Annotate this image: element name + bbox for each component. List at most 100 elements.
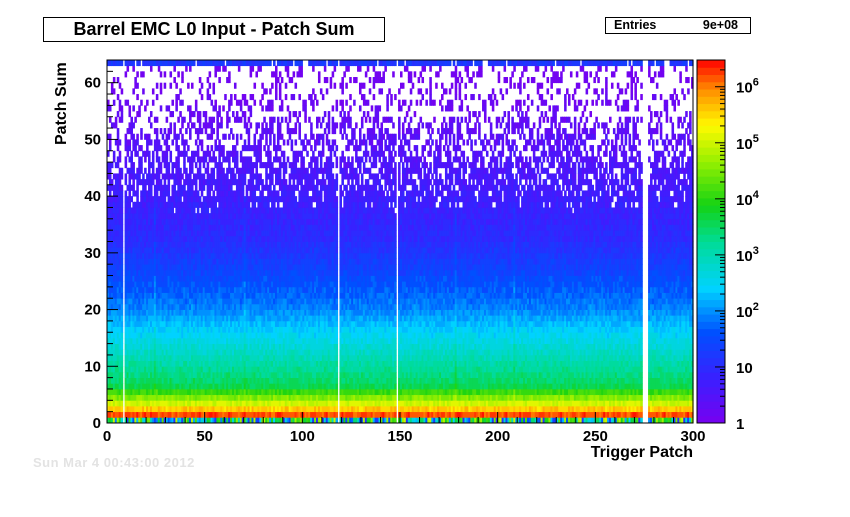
heatmap-cell [167,400,171,407]
heatmap-cell [220,298,223,305]
heatmap-cell [224,224,227,231]
heatmap-cell [153,349,157,356]
heatmap-cell [157,354,161,362]
heatmap-cell [124,235,128,242]
heatmap-cell [144,371,147,379]
heatmap-cell [140,281,143,288]
heatmap-cell [142,264,145,271]
heatmap-cell [202,388,206,396]
heatmap-cell [265,179,268,186]
heatmap-cell [222,230,225,237]
heatmap-cell [142,258,145,265]
heatmap-cell [183,394,186,401]
heatmap-cell [107,394,110,401]
heatmap-cell [148,286,151,293]
heatmap-cell [114,281,118,288]
heatmap-cell [235,201,239,208]
heatmap-cell [212,60,216,67]
heatmap-cell [190,405,194,413]
heatmap-cell [259,394,262,401]
heatmap-cell [296,207,300,214]
heatmap-cell [235,230,239,237]
heatmap-cell [185,377,188,384]
heatmap-cell [216,116,219,123]
heatmap-cell [202,326,206,333]
heatmap-cell [237,315,241,322]
heatmap-cell [118,292,122,299]
heatmap-cell [149,286,153,293]
heatmap-cell [290,315,294,322]
heatmap-cell [120,184,124,191]
heatmap-cell [120,105,124,112]
heatmap-cell [200,337,204,344]
heatmap-cell [253,309,257,316]
heatmap-cell [243,94,247,101]
heatmap-cell [202,201,206,208]
heatmap-cell [269,303,272,310]
heatmap-cell [185,139,188,146]
heatmap-cell [120,332,124,339]
heatmap-cell [245,269,249,276]
heatmap-cell [290,292,294,299]
heatmap-cell [116,190,120,197]
heatmap-cell [175,264,178,271]
heatmap-cell [189,343,192,350]
heatmap-cell [239,411,243,418]
heatmap-cell [259,405,262,413]
heatmap-cell [241,326,245,333]
heatmap-cell [167,388,171,396]
heatmap-cell [245,320,249,327]
heatmap-cell [187,275,190,282]
heatmap-cell [294,218,298,225]
heatmap-cell [196,241,200,248]
heatmap-cell [290,264,294,271]
heatmap-cell [128,167,132,174]
heatmap-cell [181,388,184,396]
heatmap-cell [259,377,262,384]
heatmap-cell [107,60,110,67]
heatmap-cell [200,286,204,293]
heatmap-cell [175,405,178,413]
heatmap-cell [253,411,257,418]
heatmap-cell [173,326,176,333]
heatmap-cell [288,286,292,293]
heatmap-cell [296,320,300,327]
heatmap-cell [212,315,216,322]
heatmap-cell [169,224,173,231]
heatmap-cell [265,122,268,129]
heatmap-cell [210,337,214,344]
heatmap-cell [189,105,192,112]
heatmap-cell [204,201,208,208]
heatmap-cell [251,224,255,231]
heatmap-cell [273,286,276,293]
heatmap-cell [118,343,122,350]
heatmap-cell [175,235,178,242]
heatmap-cell [155,343,159,350]
heatmap-cell [220,337,223,344]
heatmap-cell [108,269,112,276]
heatmap-cell [274,349,278,356]
heatmap-cell [233,371,237,379]
heatmap-cell [163,383,167,390]
heatmap-cell [220,315,223,322]
heatmap-cell [120,60,124,67]
heatmap-cell [173,315,176,322]
heatmap-cell [165,218,169,225]
heatmap-cell [144,388,147,396]
heatmap-cell [253,264,257,271]
heatmap-cell [226,394,229,401]
heatmap-cell [165,400,169,407]
heatmap-cell [144,332,147,339]
heatmap-cell [261,281,264,288]
heatmap-cell [206,292,210,299]
heatmap-cell [282,366,286,373]
heatmap-cell [151,320,155,327]
heatmap-cell [144,190,147,197]
heatmap-cell [224,156,227,163]
heatmap-cell [108,179,112,186]
heatmap-cell [153,60,157,67]
heatmap-cell [284,213,288,220]
heatmap-cell [261,366,264,373]
heatmap-cell [206,213,210,220]
heatmap-cell [245,60,249,67]
